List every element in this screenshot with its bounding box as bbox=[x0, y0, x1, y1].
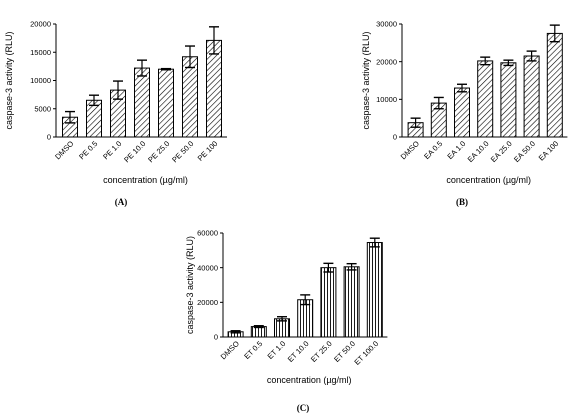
bar bbox=[134, 67, 150, 138]
panel-label: (B) bbox=[456, 197, 468, 207]
bar bbox=[158, 68, 174, 138]
y-tick-label: 20000 bbox=[376, 57, 397, 66]
bar bbox=[206, 39, 222, 138]
bar bbox=[477, 60, 494, 138]
bar bbox=[182, 56, 198, 138]
y-tick-label: 10000 bbox=[30, 76, 51, 85]
bar bbox=[320, 267, 337, 338]
x-tick-label: ET 1.0 bbox=[266, 339, 288, 361]
bar bbox=[343, 266, 360, 338]
y-tick-label: 30000 bbox=[376, 20, 397, 29]
x-tick-label: PE 25.0 bbox=[146, 139, 171, 164]
y-tick-label: 15000 bbox=[30, 48, 51, 57]
x-tick-label: EA 50.0 bbox=[512, 139, 537, 164]
x-tick-label: EA 1.0 bbox=[445, 139, 467, 161]
bar bbox=[454, 87, 470, 138]
y-axis-title: caspase-3 activity (RLU) bbox=[185, 236, 195, 334]
bar bbox=[500, 62, 517, 138]
x-axis-title: concentration (µg/ml) bbox=[446, 175, 531, 185]
bar bbox=[297, 299, 314, 338]
x-tick-label: ET 0.5 bbox=[242, 339, 264, 361]
x-tick-label: PE 50.0 bbox=[170, 139, 195, 164]
x-tick-label: PE 0.5 bbox=[77, 139, 99, 161]
x-tick-label: EA 10.0 bbox=[466, 139, 491, 164]
x-tick-label: PE 10.0 bbox=[122, 139, 147, 164]
panel-label: (C) bbox=[297, 403, 310, 413]
y-tick-label: 0 bbox=[47, 133, 51, 142]
bar bbox=[523, 55, 540, 138]
y-axis-title: caspase-3 activity (RLU) bbox=[4, 31, 14, 129]
panel-label: (A) bbox=[115, 197, 128, 207]
y-tick-label: 0 bbox=[214, 333, 218, 342]
x-tick-label: EA 25.0 bbox=[489, 139, 514, 164]
x-tick-label: PE 1.0 bbox=[101, 139, 123, 161]
x-axis-title: concentration (µg/ml) bbox=[103, 175, 188, 185]
x-tick-label: DMSO bbox=[53, 139, 75, 161]
x-tick-label: ET 25.0 bbox=[309, 339, 334, 364]
x-tick-label: PE 100 bbox=[196, 139, 220, 163]
y-axis-title: caspase-3 activity (RLU) bbox=[361, 31, 371, 129]
bar bbox=[546, 32, 563, 138]
x-tick-label: EA 0.5 bbox=[422, 139, 444, 161]
y-tick-label: 60000 bbox=[197, 229, 218, 238]
x-tick-label: DMSO bbox=[219, 339, 241, 361]
bar bbox=[366, 242, 383, 338]
x-tick-label: DMSO bbox=[399, 139, 421, 161]
x-tick-label: ET 100.0 bbox=[352, 339, 380, 367]
y-tick-label: 20000 bbox=[30, 20, 51, 29]
x-axis-title: concentration (µg/ml) bbox=[267, 375, 352, 385]
y-tick-label: 40000 bbox=[197, 263, 218, 272]
x-tick-label: EA 100 bbox=[537, 139, 560, 162]
y-tick-label: 10000 bbox=[376, 95, 397, 104]
x-tick-label: ET 10.0 bbox=[286, 339, 311, 364]
y-tick-label: 20000 bbox=[197, 298, 218, 307]
y-tick-label: 0 bbox=[393, 133, 397, 142]
y-tick-label: 5000 bbox=[34, 104, 51, 113]
